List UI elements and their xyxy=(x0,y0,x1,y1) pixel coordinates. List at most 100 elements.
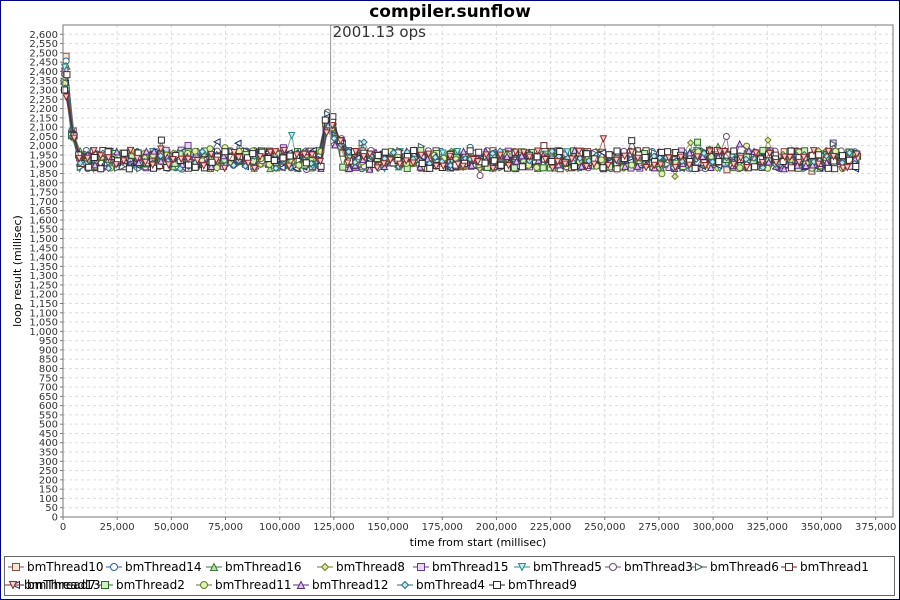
data-point xyxy=(511,148,520,157)
data-point xyxy=(787,164,795,172)
data-point xyxy=(582,163,591,171)
legend-label: bmThread8 xyxy=(336,560,405,574)
data-point xyxy=(706,148,714,156)
data-point xyxy=(97,165,105,173)
data-point xyxy=(561,160,569,169)
data-point xyxy=(75,154,84,163)
data-point xyxy=(633,162,642,170)
legend-marker xyxy=(200,581,208,589)
data-point xyxy=(365,165,374,173)
data-point xyxy=(814,160,823,169)
data-point xyxy=(665,154,673,163)
legend-marker-icon xyxy=(97,581,113,589)
data-point xyxy=(525,153,534,162)
data-point xyxy=(510,164,518,172)
data-point xyxy=(691,164,699,172)
data-point xyxy=(474,158,482,166)
data-point xyxy=(785,153,794,162)
y-tick-label: 50 xyxy=(45,503,58,514)
data-point xyxy=(604,161,612,170)
legend-marker xyxy=(785,563,793,571)
legend-marker xyxy=(296,580,306,589)
x-tick-label: 75,000 xyxy=(208,522,243,533)
data-point xyxy=(534,147,542,156)
legend-item: bmThread14 xyxy=(106,558,202,576)
data-point xyxy=(193,157,202,165)
data-point xyxy=(466,147,474,155)
data-point xyxy=(244,159,253,168)
x-tick-label: 200,000 xyxy=(476,522,517,533)
data-point xyxy=(317,162,325,170)
legend-marker xyxy=(209,562,219,571)
data-point xyxy=(157,156,165,165)
data-point xyxy=(150,147,158,155)
legend-marker-icon xyxy=(293,580,309,589)
legend-marker-icon xyxy=(514,563,530,572)
legend-marker-icon xyxy=(196,581,212,589)
legend-marker xyxy=(101,581,109,589)
data-point xyxy=(843,164,852,172)
legend-item: bmThread16 xyxy=(206,558,302,576)
data-point xyxy=(316,157,325,166)
data-point xyxy=(402,157,411,165)
data-point xyxy=(118,162,127,171)
x-tick-label: 275,000 xyxy=(638,522,679,533)
y-tick-label: 1,300 xyxy=(29,271,58,282)
data-point xyxy=(61,86,69,94)
x-tick-label: 225,000 xyxy=(530,522,571,533)
x-axis-label: time from start (millisec) xyxy=(410,536,547,549)
data-point xyxy=(656,161,665,169)
data-point xyxy=(63,71,71,79)
y-tick-label: 1,350 xyxy=(29,262,58,273)
data-point xyxy=(191,163,199,171)
data-point xyxy=(366,150,374,159)
data-point xyxy=(488,149,497,158)
data-point xyxy=(658,148,666,156)
y-tick-label: 650 xyxy=(39,392,58,403)
legend-label: bmThread10 xyxy=(27,560,104,574)
data-point xyxy=(85,163,93,171)
legend-item: bmThread12 xyxy=(293,576,389,594)
y-tick-label: 2,550 xyxy=(29,39,58,50)
legend-item: bmThread3 xyxy=(605,558,693,576)
y-tick-label: 1,500 xyxy=(29,234,58,245)
data-point xyxy=(230,149,238,157)
data-point xyxy=(459,162,467,171)
data-point xyxy=(548,164,557,173)
data-point xyxy=(417,151,426,160)
plot-border xyxy=(62,24,894,518)
legend-item: bmThread8 xyxy=(317,558,405,576)
data-point xyxy=(164,161,173,169)
data-point xyxy=(658,170,666,178)
data-point xyxy=(308,151,316,160)
data-point xyxy=(664,148,672,156)
data-point xyxy=(482,151,491,159)
y-tick-label: 800 xyxy=(39,364,58,375)
data-point xyxy=(336,137,345,146)
y-tick-label: 850 xyxy=(39,355,58,366)
y-tick-label: 1,750 xyxy=(29,188,58,199)
data-point xyxy=(300,150,309,159)
data-point xyxy=(453,147,462,156)
data-point xyxy=(715,148,724,156)
data-point xyxy=(148,161,157,170)
data-point xyxy=(764,157,773,166)
legend-item: bmThread10 xyxy=(8,558,104,576)
data-point xyxy=(423,154,432,163)
y-tick-label: 1,700 xyxy=(29,197,58,208)
x-tick-label: 50,000 xyxy=(154,522,189,533)
data-point xyxy=(374,151,382,159)
data-point xyxy=(556,147,564,155)
data-point xyxy=(570,146,579,154)
data-point xyxy=(379,160,388,168)
legend-marker xyxy=(609,563,617,571)
data-point xyxy=(496,151,505,160)
data-point xyxy=(83,154,92,163)
y-tick-label: 550 xyxy=(39,410,58,421)
data-point xyxy=(104,154,113,162)
data-point xyxy=(322,129,331,138)
data-point xyxy=(795,158,803,167)
data-point xyxy=(185,161,193,169)
data-point xyxy=(540,142,548,150)
legend-label: bmThread12 xyxy=(312,578,389,592)
